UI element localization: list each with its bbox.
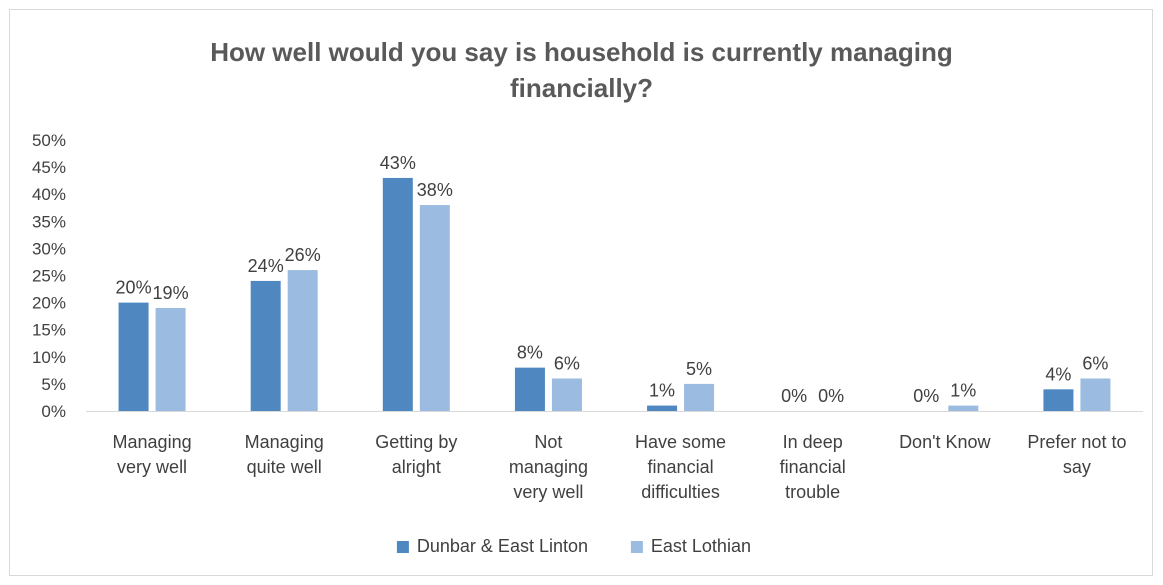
x-tick-label: Prefer not to bbox=[1027, 432, 1126, 452]
data-label: 8% bbox=[517, 343, 543, 363]
bar bbox=[551, 378, 582, 411]
bar bbox=[1043, 389, 1074, 411]
data-label: 0% bbox=[781, 386, 807, 406]
bar bbox=[1080, 378, 1111, 411]
y-tick-label: 25% bbox=[32, 267, 66, 286]
bar bbox=[684, 383, 715, 411]
bar bbox=[514, 367, 545, 411]
bar bbox=[118, 302, 149, 411]
y-tick-label: 10% bbox=[32, 348, 66, 367]
x-tick-label: Managing bbox=[245, 432, 324, 452]
x-tick-label: Not bbox=[534, 432, 562, 452]
chart-title-line-2: financially? bbox=[509, 73, 654, 103]
bar bbox=[647, 405, 678, 411]
chart-frame bbox=[9, 9, 1153, 576]
data-label: 20% bbox=[116, 278, 152, 298]
data-label: 19% bbox=[153, 283, 189, 303]
x-tick-label: trouble bbox=[785, 482, 840, 502]
legend-swatch bbox=[630, 541, 643, 553]
data-label: 0% bbox=[913, 386, 939, 406]
data-label: 24% bbox=[248, 256, 284, 276]
y-tick-label: 50% bbox=[32, 131, 66, 150]
y-tick-label: 20% bbox=[32, 294, 66, 313]
x-tick-label: Don't Know bbox=[899, 432, 991, 452]
data-label: 5% bbox=[686, 359, 712, 379]
y-tick-label: 5% bbox=[41, 375, 66, 394]
chart-title: How well would you say is household is c… bbox=[0, 34, 1163, 106]
x-tick-label: Have some bbox=[635, 432, 726, 452]
data-label: 1% bbox=[649, 381, 675, 401]
x-tick-label: very well bbox=[513, 482, 583, 502]
x-tick-label: In deep bbox=[783, 432, 843, 452]
bar bbox=[287, 270, 318, 411]
x-tick-label: managing bbox=[509, 457, 588, 477]
bar bbox=[155, 308, 186, 411]
data-label: 4% bbox=[1045, 364, 1071, 384]
bar bbox=[948, 405, 979, 411]
chart-title-line-1: How well would you say is household is c… bbox=[210, 37, 953, 67]
bar bbox=[382, 177, 413, 411]
y-tick-label: 45% bbox=[32, 158, 66, 177]
x-tick-label: Managing bbox=[113, 432, 192, 452]
legend-swatch bbox=[396, 541, 409, 553]
data-label: 38% bbox=[417, 180, 453, 200]
bar bbox=[250, 280, 281, 411]
x-tick-label: financial bbox=[648, 457, 714, 477]
data-label: 1% bbox=[950, 381, 976, 401]
bar bbox=[419, 205, 450, 411]
x-tick-label: difficulties bbox=[641, 482, 720, 502]
data-label: 26% bbox=[285, 245, 321, 265]
x-tick-label: Getting by bbox=[375, 432, 457, 452]
data-label: 6% bbox=[1082, 353, 1108, 373]
x-tick-label: very well bbox=[117, 457, 187, 477]
x-tick-label: say bbox=[1063, 457, 1091, 477]
data-label: 6% bbox=[554, 353, 580, 373]
x-tick-label: quite well bbox=[247, 457, 322, 477]
y-tick-label: 40% bbox=[32, 185, 66, 204]
data-label: 0% bbox=[818, 386, 844, 406]
y-tick-label: 0% bbox=[41, 402, 66, 421]
x-tick-label: financial bbox=[780, 457, 846, 477]
legend-label: East Lothian bbox=[651, 536, 751, 556]
y-tick-label: 15% bbox=[32, 321, 66, 340]
legend-label: Dunbar & East Linton bbox=[417, 536, 588, 556]
data-label: 43% bbox=[380, 153, 416, 173]
y-tick-label: 30% bbox=[32, 239, 66, 258]
x-tick-label: alright bbox=[392, 457, 441, 477]
y-tick-label: 35% bbox=[32, 212, 66, 231]
